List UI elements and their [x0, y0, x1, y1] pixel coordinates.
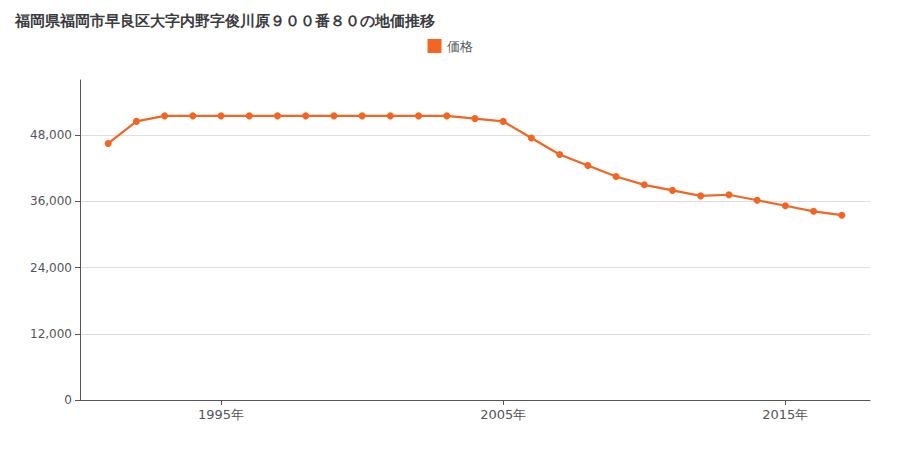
svg-text:0: 0 — [64, 393, 72, 407]
svg-text:12,000: 12,000 — [30, 327, 72, 341]
svg-text:福岡県福岡市早良区大字内野字俊川原９００番８０の地価推移: 福岡県福岡市早良区大字内野字俊川原９００番８０の地価推移 — [14, 12, 435, 30]
svg-text:24,000: 24,000 — [30, 261, 72, 275]
svg-text:価格: 価格 — [447, 39, 473, 54]
svg-text:2005年: 2005年 — [480, 407, 526, 422]
svg-text:1995年: 1995年 — [198, 407, 244, 422]
svg-text:48,000: 48,000 — [30, 128, 72, 142]
svg-text:2015年: 2015年 — [762, 407, 808, 422]
svg-text:36,000: 36,000 — [30, 194, 72, 208]
